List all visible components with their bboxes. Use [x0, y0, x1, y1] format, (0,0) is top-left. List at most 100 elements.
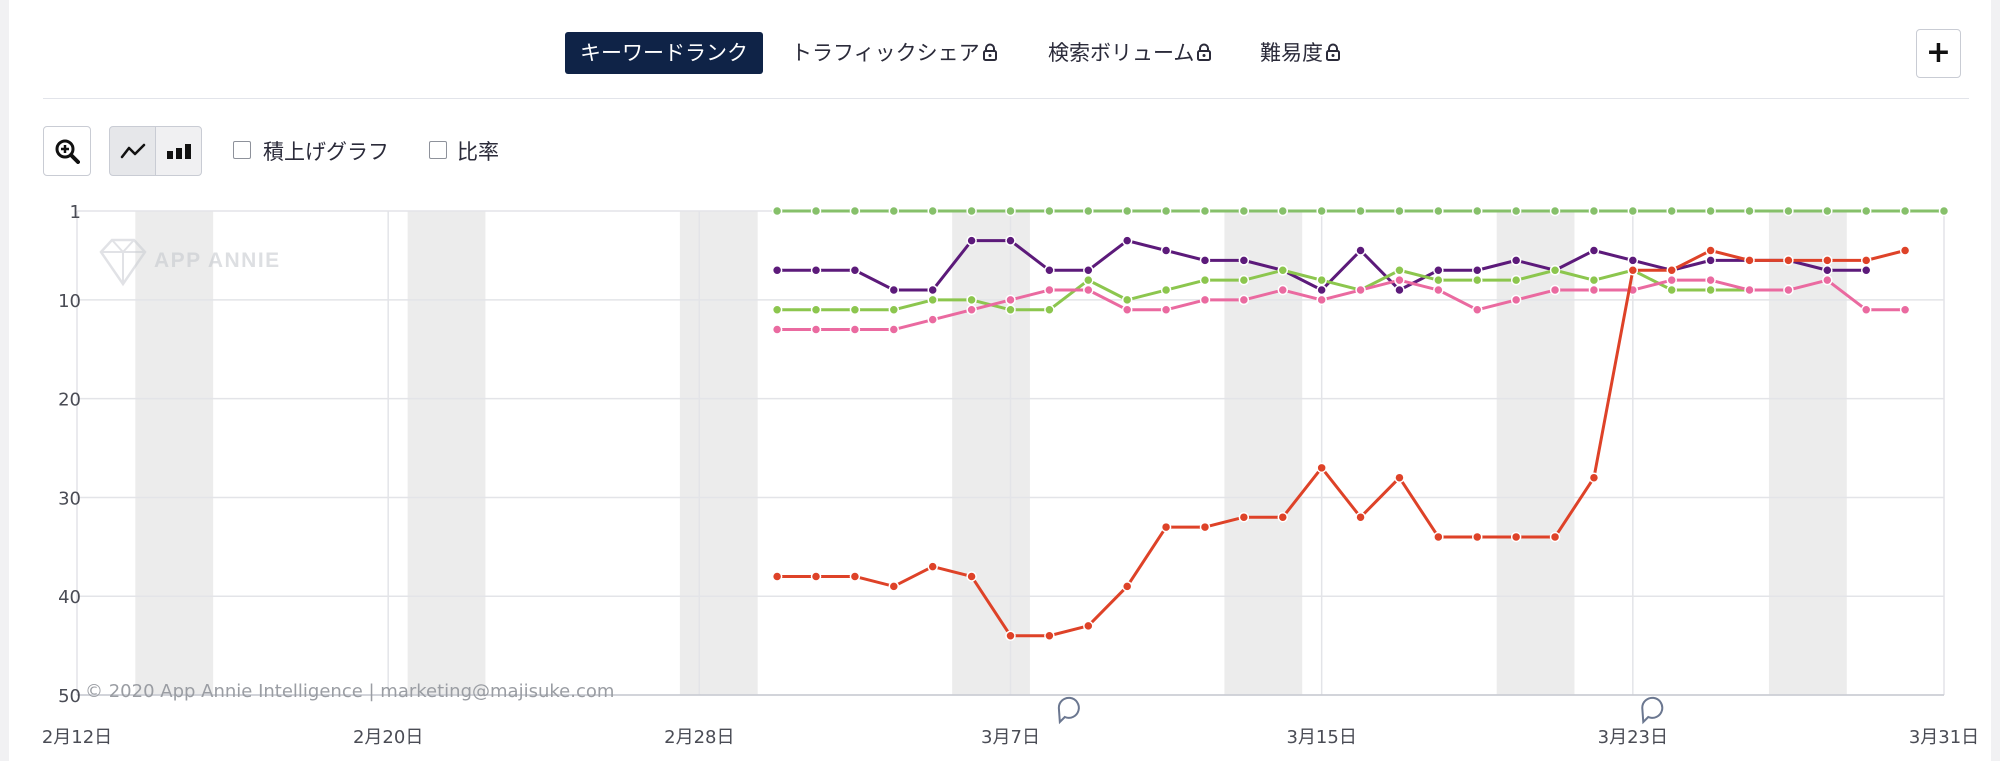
data-point — [1705, 255, 1716, 266]
data-point — [1472, 531, 1483, 543]
data-point — [1121, 304, 1133, 316]
data-point — [849, 304, 861, 316]
data-point — [810, 265, 822, 276]
data-point — [1005, 304, 1016, 316]
data-point — [1822, 265, 1833, 276]
zoom-button[interactable] — [43, 126, 91, 176]
y-tick-label: 50 — [58, 686, 81, 707]
diamond-logo-icon — [99, 238, 147, 287]
data-point — [1899, 245, 1911, 256]
data-point — [1277, 265, 1289, 276]
data-point — [1860, 255, 1872, 266]
tab-difficulty[interactable]: 難易度 — [1260, 32, 1340, 74]
data-point — [1005, 630, 1016, 641]
data-point — [1394, 265, 1405, 276]
data-point — [1549, 265, 1561, 276]
data-point — [1083, 284, 1094, 296]
weekend-band — [679, 211, 758, 695]
data-point — [1005, 235, 1016, 246]
data-point — [1549, 531, 1561, 543]
data-point — [1238, 274, 1250, 286]
data-point — [1121, 581, 1133, 592]
data-point — [1277, 284, 1289, 296]
data-point — [1627, 205, 1639, 217]
tab-search-volume[interactable]: 検索ボリューム — [1048, 32, 1212, 75]
data-point — [1199, 294, 1211, 306]
stacked-checkbox[interactable] — [233, 141, 251, 159]
tab-keyword-rank[interactable]: キーワードランク — [565, 32, 763, 74]
data-point — [1160, 245, 1172, 256]
data-point — [849, 265, 861, 276]
data-point — [1510, 531, 1522, 543]
chart-panel: キーワードランク トラフィックシェア 検索ボリューム 難易度 + 積上げグラフ … — [9, 0, 1991, 761]
data-point — [1822, 274, 1833, 286]
data-point — [1433, 265, 1444, 276]
data-point — [927, 294, 938, 306]
data-point — [1744, 284, 1755, 296]
data-point — [1199, 255, 1211, 266]
data-point — [888, 581, 900, 592]
data-point — [1238, 205, 1250, 217]
data-point — [771, 205, 783, 217]
data-point — [1316, 462, 1327, 474]
data-point — [1083, 205, 1094, 217]
x-tick-label: 3月31日 — [1909, 727, 1979, 748]
bar-chart-button[interactable] — [155, 126, 202, 176]
data-point — [1860, 304, 1872, 316]
data-point — [849, 205, 861, 217]
y-tick-label: 10 — [58, 291, 81, 312]
lock-icon — [1197, 33, 1212, 75]
data-point — [1510, 255, 1522, 266]
data-point — [1860, 265, 1872, 276]
weekend-band — [407, 211, 486, 695]
data-point — [1510, 294, 1522, 306]
tab-traffic-share[interactable]: トラフィックシェア — [791, 32, 997, 74]
data-point — [1316, 284, 1327, 296]
data-point — [1238, 294, 1250, 306]
data-point — [1627, 255, 1639, 266]
data-point — [1083, 265, 1094, 276]
data-point — [1005, 294, 1016, 306]
data-point — [1433, 274, 1444, 286]
data-point — [1705, 284, 1716, 296]
data-point — [1394, 284, 1405, 296]
weekend-band — [1768, 211, 1847, 695]
data-point — [1549, 205, 1561, 217]
add-comparison-button[interactable]: + — [1916, 29, 1961, 78]
data-point — [888, 284, 900, 296]
data-point — [1316, 294, 1327, 306]
data-point — [1121, 235, 1133, 246]
data-point — [1277, 511, 1289, 523]
data-point — [1044, 265, 1055, 276]
data-point — [1355, 245, 1366, 256]
data-point — [1044, 205, 1055, 217]
data-point — [1588, 284, 1600, 296]
data-point — [1160, 521, 1172, 533]
watermark-text: APP ANNIE — [154, 249, 281, 272]
data-point — [1083, 620, 1094, 632]
data-point — [1627, 265, 1639, 276]
data-point — [1394, 205, 1405, 217]
data-point — [927, 284, 938, 296]
data-point — [810, 205, 822, 217]
data-point — [1510, 274, 1522, 286]
data-point — [966, 235, 977, 246]
bar-chart-icon — [166, 144, 191, 159]
ratio-checkbox[interactable] — [429, 141, 447, 159]
ratio-label: 比率 — [457, 140, 499, 164]
data-point — [1899, 304, 1911, 316]
data-point — [1666, 274, 1677, 286]
tab-search-volume-label: 検索ボリューム — [1048, 41, 1195, 65]
data-point — [1121, 205, 1133, 217]
data-point — [1277, 205, 1289, 217]
data-point — [1005, 205, 1016, 217]
data-point — [1160, 284, 1172, 296]
data-point — [927, 314, 938, 325]
series-line — [777, 249, 1906, 638]
data-point — [1238, 511, 1250, 523]
copyright-text: © 2020 App Annie Intelligence | marketin… — [85, 681, 614, 702]
data-point — [1549, 284, 1561, 296]
weekend-band — [1224, 211, 1303, 695]
data-point — [1472, 265, 1483, 276]
data-point — [1588, 472, 1600, 483]
